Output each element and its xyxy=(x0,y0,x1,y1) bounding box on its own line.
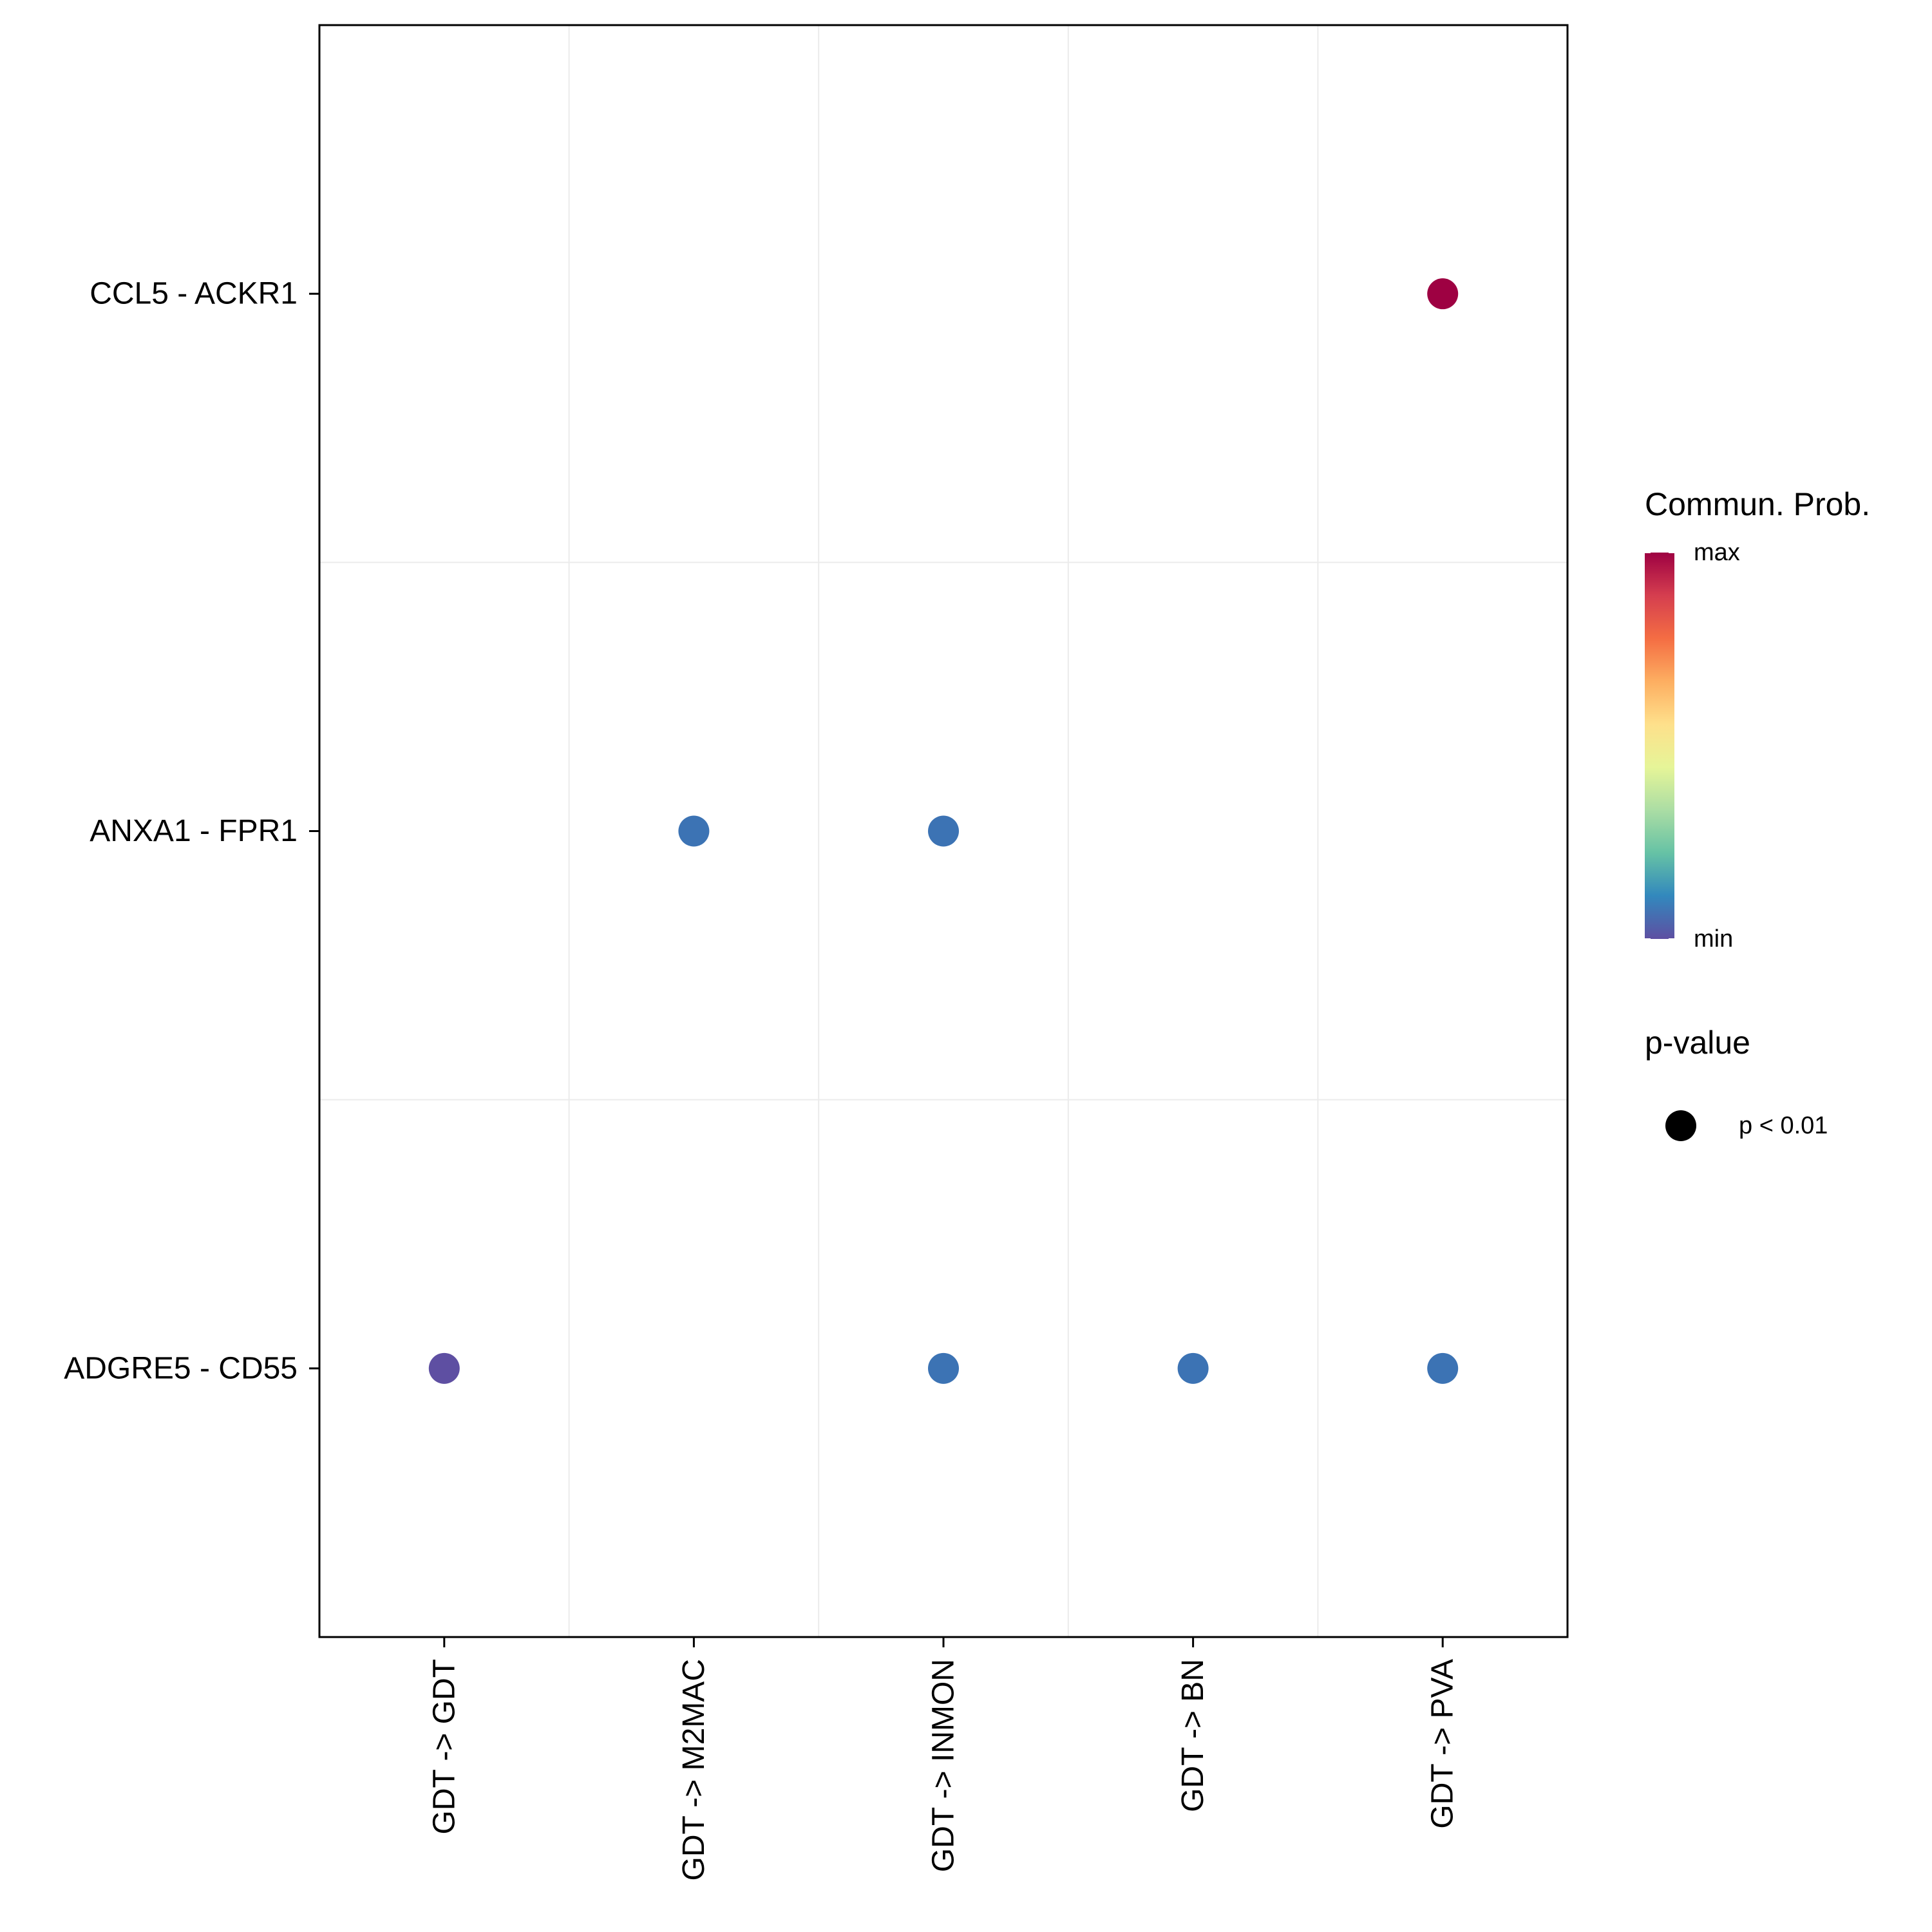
color-legend: Commun. Prob. max min xyxy=(1645,486,1870,952)
p-value-legend-key xyxy=(1665,1110,1696,1141)
gridlines xyxy=(319,25,1567,1637)
color-bar xyxy=(1645,553,1674,939)
data-point xyxy=(1427,1352,1459,1384)
x-axis: GDT -> GDT GDT -> M2MAC GDT -> INMON GDT ->… xyxy=(427,1637,1460,1880)
p-value-legend-label: p < 0.01 xyxy=(1739,1112,1828,1139)
data-point xyxy=(928,815,959,847)
x-tick-label: GDT -> M2MAC xyxy=(677,1659,711,1880)
data-point xyxy=(1427,278,1459,310)
data-point xyxy=(1177,1352,1209,1384)
x-tick-label: GDT -> PVA xyxy=(1426,1659,1460,1829)
y-tick-label: CCL5 - ACKR1 xyxy=(90,277,298,311)
x-tick-label: GDT -> GDT xyxy=(427,1659,461,1834)
x-tick-label: GDT -> INMON xyxy=(927,1659,961,1872)
y-axis: CCL5 - ACKR1 ANXA1 - FPR1 ADGRE5 - CD55 xyxy=(64,277,319,1385)
data-point xyxy=(928,1352,959,1384)
x-tick-label: GDT -> BN xyxy=(1176,1659,1210,1812)
color-legend-title: Commun. Prob. xyxy=(1645,486,1870,522)
color-bar-ticks xyxy=(1645,552,1674,940)
y-tick-label: ANXA1 - FPR1 xyxy=(90,814,298,848)
color-legend-max-label: max xyxy=(1694,539,1740,566)
data-points xyxy=(428,278,1459,1384)
color-legend-min-label: min xyxy=(1694,925,1733,952)
y-tick-label: ADGRE5 - CD55 xyxy=(64,1351,298,1385)
p-value-legend-title: p-value xyxy=(1645,1025,1750,1061)
data-point xyxy=(678,815,710,847)
p-value-legend: p-value p < 0.01 xyxy=(1645,1025,1828,1141)
data-point xyxy=(428,1352,460,1384)
